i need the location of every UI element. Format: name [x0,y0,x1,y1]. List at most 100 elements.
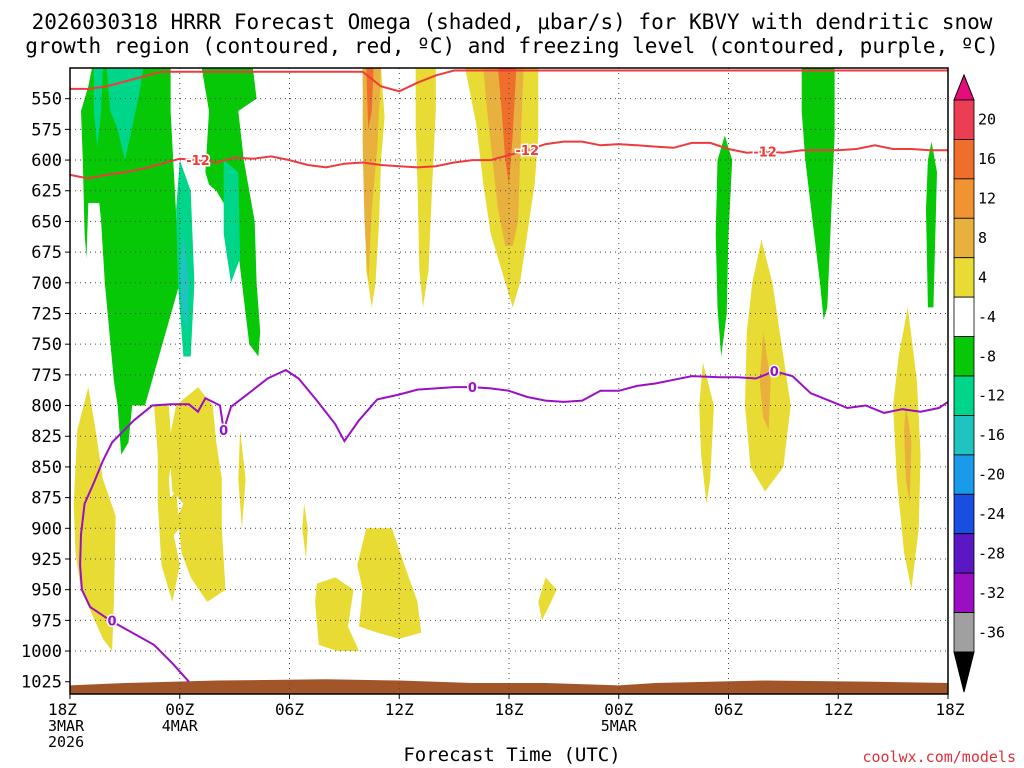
colorbar-label-6: -8 [978,347,996,365]
omega-area-32 [366,68,374,130]
credit-link[interactable]: coolwx.com/models [862,748,1016,766]
omega-area-18 [73,387,116,651]
colorbar-swatch-5 [953,296,975,337]
omega-area-23 [302,503,308,559]
y-tick-label-650: 650 [31,212,62,232]
y-tick-label-700: 700 [31,274,62,294]
y-tick-label-675: 675 [31,243,62,263]
y-tick-label-950: 950 [31,581,62,601]
y-tick-label-875: 875 [31,489,62,509]
omega-area-9 [223,160,241,283]
x-tick-label-0-1: 3MAR [48,717,85,735]
y-tick-label-750: 750 [31,335,62,355]
colorbar-swatch-3 [953,217,975,259]
colorbar-label-4: 4 [978,268,987,286]
colorbar-swatch-9 [953,454,975,495]
omega-area-28 [362,68,381,283]
contour-label-minus12-a: -12 [186,154,210,169]
colorbar-label-0: 20 [978,111,996,129]
colorbar-label-5: -4 [978,308,996,326]
colorbar-swatch-0 [953,99,975,140]
colorbar-swatch-2 [953,178,975,219]
colorbar-swatch-12 [953,572,975,613]
colorbar-swatch-7 [953,375,975,416]
y-tick-label-800: 800 [31,397,62,417]
omega-area-2 [170,68,261,357]
y-tick-label-900: 900 [31,519,62,539]
y-tick-label-625: 625 [31,182,62,202]
omega-area-6 [106,68,144,161]
series-line-freezing-level [79,368,948,683]
x-tick-label-42-0: 12Z [824,700,853,719]
omega-area-3 [715,135,733,357]
colorbar-label-2: 12 [978,190,996,208]
colorbar-bottom-arrow [953,651,975,693]
series-line-dendritic-12c-upper [70,69,948,93]
omega-area-29 [759,331,771,431]
x-tick-label-0-2: 2026 [48,733,84,751]
omega-area-31 [498,68,517,185]
series-line-dendritic-12c [70,140,948,180]
chart-title-line-1: 2026030318 HRRR Forecast Omega (shaded, … [31,10,993,34]
colorbar-swatch-6 [953,336,975,377]
omega-area-22 [238,430,246,529]
contour-label-minus12-b: -12 [516,144,540,159]
colorbar-label-3: 8 [978,229,987,247]
contour-label-minus12-c: -12 [753,145,777,160]
x-tick-label-30-0: 00Z [604,700,633,719]
omega-area-10 [179,233,189,332]
terrain-ground [70,679,948,694]
colorbar-label-1: 16 [978,150,996,168]
x-tick-label-24-0: 18Z [495,700,524,719]
x-tick-label-30-1: 5MAR [601,717,638,735]
omega-area-30 [904,405,912,504]
colorbar-label-10: -24 [978,505,1005,523]
contour-label-zero-b: 0 [468,381,477,396]
x-tick-label-6-0: 00Z [165,700,194,719]
y-tick-label-600: 600 [31,151,62,171]
colorbar-swatch-8 [953,415,975,456]
omega-area-5 [926,141,937,308]
colorbar-label-9: -20 [978,466,1005,484]
colorbar-swatch-10 [953,493,975,535]
colorbar-label-13: -36 [978,623,1005,641]
x-axis-label: Forecast Time (UTC) [403,744,621,766]
omega-area-13 [415,68,436,308]
y-tick-label-1000: 1000 [21,642,62,662]
colorbar-top-arrow [953,73,975,101]
plot-area: -12 -12 -12 0 0 0 0 [70,68,948,694]
omega-area-21 [168,387,226,602]
colorbar-label-7: -12 [978,387,1005,405]
colorbar-label-11: -28 [978,544,1005,562]
colorbar-swatch-13 [953,612,975,653]
y-tick-label-825: 825 [31,427,62,447]
contour-label-zero-c: 0 [770,365,779,380]
contour-label-zero-a: 0 [219,424,228,439]
y-tick-label-850: 850 [31,458,62,478]
x-tick-label-36-0: 06Z [714,700,743,719]
omega-area-26 [538,577,557,621]
colorbar-swatch-1 [953,139,975,180]
omega-area-16 [699,362,714,504]
omega-area-20 [165,491,180,541]
y-tick-label-775: 775 [31,366,62,386]
contour-label-zero-d: 0 [108,614,117,629]
x-tick-label-18-0: 12Z [385,700,414,719]
omega-area-24 [315,577,359,651]
x-tick-label-6-1: 4MAR [162,717,199,735]
colorbar-label-8: -16 [978,426,1005,444]
colorbar-swatch-4 [953,257,975,298]
y-tick-label-1025: 1025 [21,673,62,693]
x-tick-label-0-0: 18Z [48,700,77,719]
y-tick-label-925: 925 [31,550,62,570]
omega-area-4 [801,68,835,320]
y-tick-label-725: 725 [31,304,62,324]
omega-area-25 [357,528,422,639]
chart-title-line-2: growth region (contoured, red, ºC) and f… [25,34,999,58]
y-tick-label-575: 575 [31,120,62,140]
y-tick-label-975: 975 [31,611,62,631]
y-tick-label-550: 550 [31,90,62,110]
colorbar-swatch-11 [953,533,975,574]
colorbar-label-12: -32 [978,584,1005,602]
